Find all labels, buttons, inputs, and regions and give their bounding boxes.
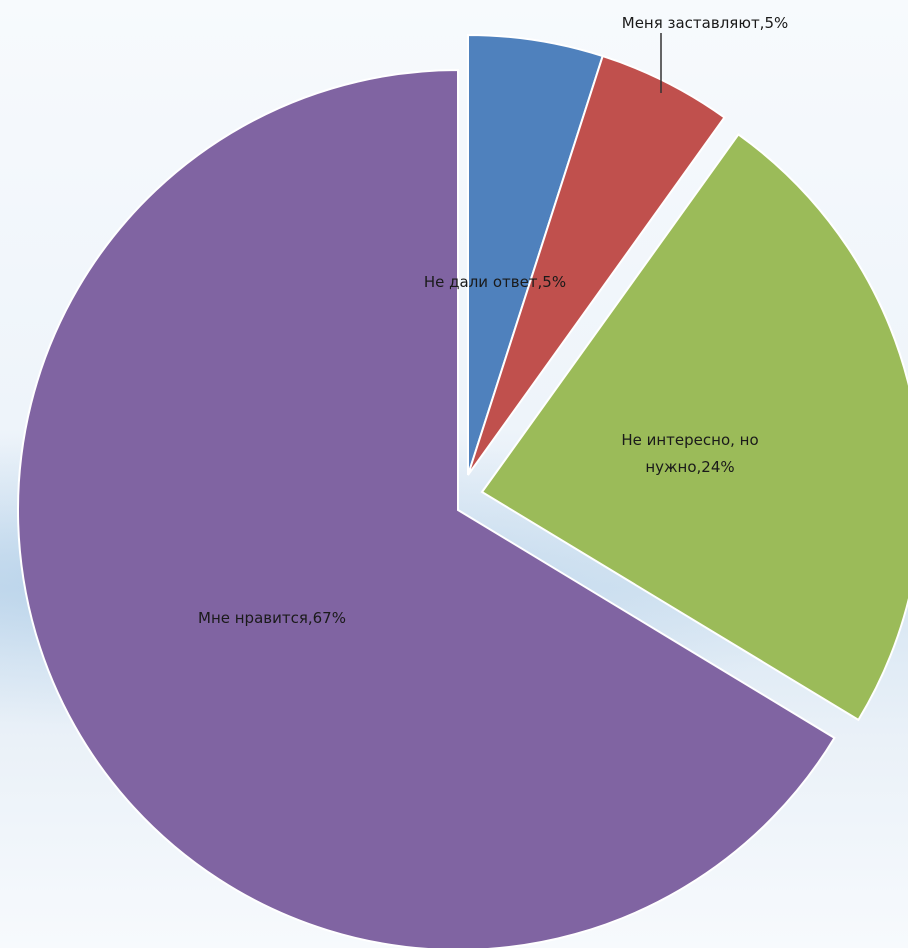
slice-ne-interesno-no-nuzhno xyxy=(480,133,908,722)
labels-layer: Не дали ответ,5% Меня заставляют,5% Не и… xyxy=(198,14,788,627)
label-mne-nravitsya: Мне нравится,67% xyxy=(198,609,346,627)
label-ne-dali-otvet: Не дали ответ,5% xyxy=(424,273,566,291)
slice-menya-zastavlyayut xyxy=(467,54,726,476)
label-ne-interesno-line-1: Не интересно, но xyxy=(621,431,758,449)
slice-mne-nravitsya xyxy=(17,68,836,948)
label-menya-zastavlyayut: Меня заставляют,5% xyxy=(622,14,789,32)
label-ne-interesno-line-2: нужно,24% xyxy=(645,458,734,476)
slices-layer xyxy=(17,33,908,948)
